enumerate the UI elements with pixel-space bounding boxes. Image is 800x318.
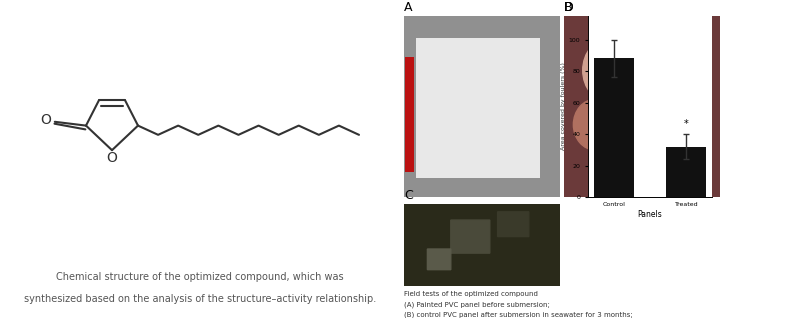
Text: synthesized based on the analysis of the structure–activity relationship.: synthesized based on the analysis of the…	[24, 294, 376, 304]
Y-axis label: Area covered by foulers (%): Area covered by foulers (%)	[561, 63, 566, 150]
Text: D: D	[564, 1, 574, 14]
Circle shape	[582, 38, 639, 103]
FancyBboxPatch shape	[451, 220, 490, 253]
Text: A: A	[404, 1, 413, 14]
FancyBboxPatch shape	[498, 212, 529, 237]
Circle shape	[574, 99, 617, 150]
Bar	[594, 59, 634, 197]
Text: (A) Painted PVC panel before submersion;: (A) Painted PVC panel before submersion;	[404, 301, 550, 308]
Text: (B) control PVC panel after submersion in seawater for 3 months;: (B) control PVC panel after submersion i…	[404, 312, 633, 318]
Circle shape	[603, 61, 666, 134]
X-axis label: Panels: Panels	[638, 210, 662, 219]
Text: *: *	[684, 119, 689, 129]
Circle shape	[658, 125, 689, 161]
Circle shape	[634, 80, 681, 134]
Circle shape	[623, 31, 661, 74]
Text: O: O	[40, 113, 50, 127]
Text: Chemical structure of the optimized compound, which was: Chemical structure of the optimized comp…	[56, 272, 344, 282]
Bar	[666, 147, 706, 197]
Text: C: C	[404, 189, 413, 202]
FancyBboxPatch shape	[427, 249, 451, 270]
Text: D: D	[564, 1, 574, 14]
Text: B: B	[564, 1, 573, 14]
Text: Field tests of the optimized compound: Field tests of the optimized compound	[404, 291, 538, 297]
Text: O: O	[106, 151, 118, 165]
